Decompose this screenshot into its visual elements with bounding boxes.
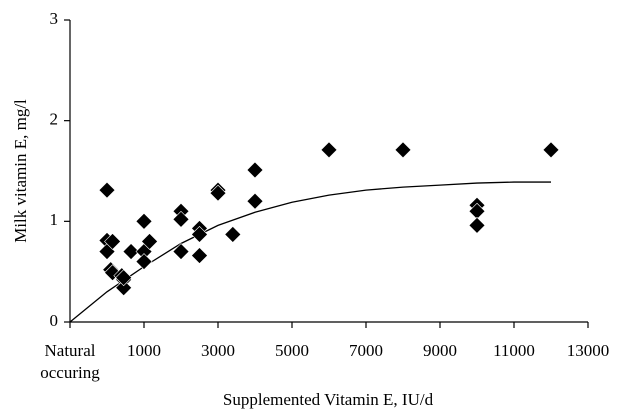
data-point	[172, 243, 190, 260]
x-tick-label: 7000	[349, 341, 383, 360]
data-point	[246, 192, 264, 210]
data-point	[246, 161, 264, 179]
data-point	[122, 243, 140, 260]
x-tick-label: 3000	[201, 341, 235, 360]
data-point	[98, 181, 116, 199]
y-tick-label: 0	[50, 311, 59, 330]
y-axis-title: Milk vitamin E, mg/l	[11, 99, 30, 243]
data-point	[141, 233, 158, 250]
data-point	[135, 253, 153, 271]
x-tick-label: 13000	[567, 341, 610, 360]
x-tick-label: 1000	[127, 341, 161, 360]
data-point	[191, 225, 208, 243]
y-tick-label: 3	[50, 9, 59, 28]
data-point	[135, 212, 153, 230]
data-point	[115, 279, 133, 297]
x-tick-label: 11000	[493, 341, 535, 360]
x-tick-label: Natural occuring	[40, 341, 100, 382]
data-point	[394, 141, 412, 159]
data-point	[115, 269, 133, 287]
y-tick-label: 1	[50, 210, 59, 229]
data-point	[172, 210, 190, 228]
data-point	[468, 216, 486, 234]
x-axis-title: Supplemented Vitamin E, IU/d	[223, 390, 434, 409]
data-point	[224, 225, 242, 243]
y-tick-label: 2	[50, 110, 59, 129]
data-point	[104, 233, 121, 250]
data-point	[320, 141, 338, 159]
data-point	[191, 247, 208, 264]
x-tick-label: 9000	[423, 341, 457, 360]
data-point	[209, 184, 227, 202]
x-tick-label: 5000	[275, 341, 309, 360]
data-point	[542, 141, 560, 159]
